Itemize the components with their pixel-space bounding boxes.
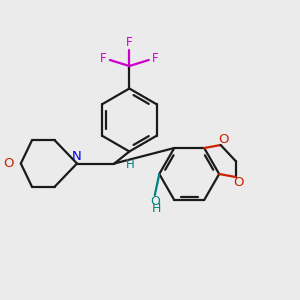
Text: O: O [218, 133, 228, 146]
Text: O: O [3, 157, 13, 170]
Text: F: F [100, 52, 106, 65]
Text: F: F [152, 52, 159, 65]
Text: N: N [72, 150, 82, 164]
Text: F: F [126, 36, 133, 50]
Text: O: O [233, 176, 243, 189]
Text: H: H [126, 158, 134, 171]
Text: H: H [151, 202, 161, 215]
Text: O: O [150, 195, 160, 208]
